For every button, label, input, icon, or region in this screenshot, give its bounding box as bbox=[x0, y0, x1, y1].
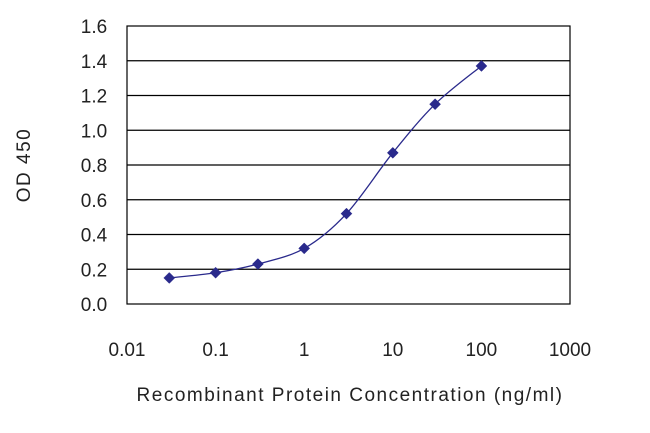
data-point bbox=[163, 272, 176, 284]
y-tick-label: 0.6 bbox=[81, 191, 107, 212]
data-point bbox=[429, 98, 441, 111]
x-axis-title: Recombinant Protein Concentration (ng/ml… bbox=[137, 385, 564, 406]
x-tick-label: 0.01 bbox=[109, 340, 146, 361]
y-tick-label: 0.2 bbox=[81, 260, 107, 281]
y-tick-label: 0.0 bbox=[81, 295, 107, 316]
x-tick-label: 1000 bbox=[549, 340, 591, 361]
grid-layer bbox=[127, 60, 570, 270]
x-tick-label: 100 bbox=[466, 340, 498, 361]
y-tick-label: 0.8 bbox=[81, 156, 107, 177]
y-tick-label: 1.2 bbox=[81, 87, 107, 108]
data-point bbox=[475, 60, 488, 72]
x-tick-label: 10 bbox=[382, 340, 403, 361]
y-tick-label: 1.4 bbox=[81, 52, 108, 73]
x-tick-labels: 0.01 0.1 1 10 100 1000 bbox=[109, 340, 592, 361]
data-point bbox=[386, 146, 399, 159]
data-point bbox=[340, 207, 353, 220]
x-tick-label: 0.1 bbox=[202, 340, 228, 361]
y-tick-label: 1.0 bbox=[81, 121, 107, 142]
y-tick-label: 1.6 bbox=[81, 17, 107, 38]
y-tick-label: 0.4 bbox=[81, 226, 108, 247]
plot-area bbox=[126, 25, 571, 305]
y-axis-title: OD 450 bbox=[14, 128, 35, 202]
series-layer bbox=[163, 60, 488, 284]
data-point bbox=[209, 266, 222, 279]
series-line bbox=[169, 65, 482, 279]
y-tick-labels: 0.0 0.2 0.4 0.6 0.8 1.0 1.2 1.4 1.6 bbox=[81, 17, 108, 316]
data-point bbox=[252, 258, 264, 270]
data-point bbox=[298, 242, 311, 255]
x-tick-label: 1 bbox=[299, 340, 310, 361]
